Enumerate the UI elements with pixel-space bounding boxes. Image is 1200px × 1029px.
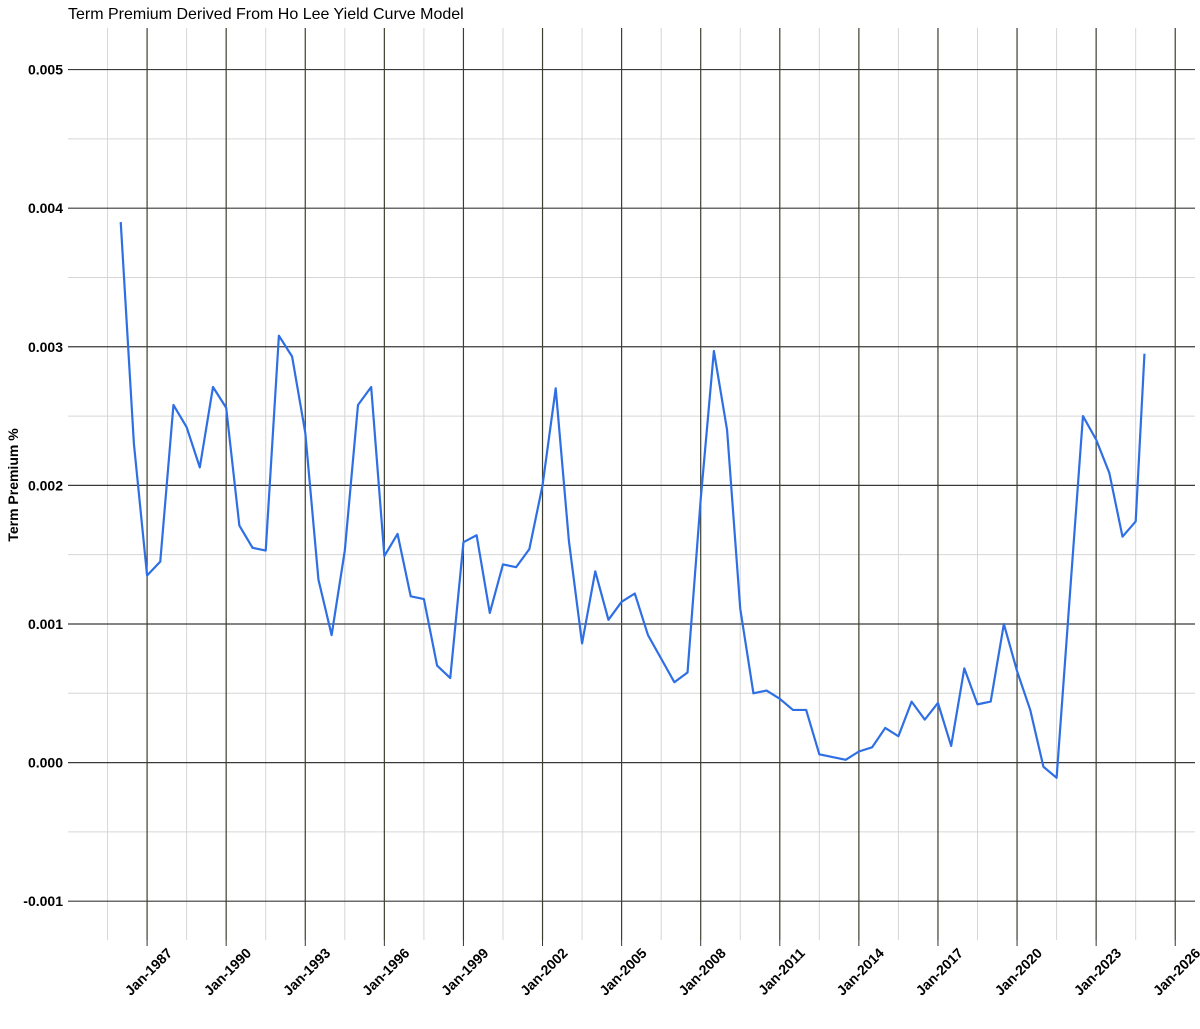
y-tick-label: 0.001 [28, 616, 63, 632]
y-tick-label: 0.005 [28, 62, 63, 78]
x-tick-label: Jan-2023 [1071, 945, 1125, 999]
x-tick-label: Jan-2005 [596, 945, 650, 999]
x-tick-label: Jan-1996 [359, 945, 413, 999]
x-tick-label: Jan-2014 [833, 945, 887, 999]
y-tick-label: -0.001 [23, 893, 63, 909]
line [119, 221, 1146, 779]
x-tick-label: Jan-2008 [675, 945, 729, 999]
x-tick-label: Jan-2026 [1150, 945, 1200, 999]
y-tick-label: 0.000 [28, 755, 63, 771]
x-tick-label: Jan-1993 [280, 945, 334, 999]
x-tick-label: Jan-2020 [991, 945, 1045, 999]
y-axis-label: Term Premium % [5, 428, 21, 542]
chart-title: Term Premium Derived From Ho Lee Yield C… [68, 6, 464, 23]
x-tick-label: Jan-1999 [438, 945, 492, 999]
y-tick-label: 0.003 [28, 339, 63, 355]
x-tick-label: Jan-1990 [201, 945, 255, 999]
y-tick-label: 0.002 [28, 477, 63, 493]
x-tick-label: Jan-2017 [912, 945, 966, 999]
x-tick-label: Jan-2011 [755, 945, 808, 998]
x-tick-label: Jan-1987 [122, 945, 176, 999]
x-tick-label: Jan-2002 [517, 945, 571, 999]
y-tick-label: 0.004 [28, 200, 63, 216]
